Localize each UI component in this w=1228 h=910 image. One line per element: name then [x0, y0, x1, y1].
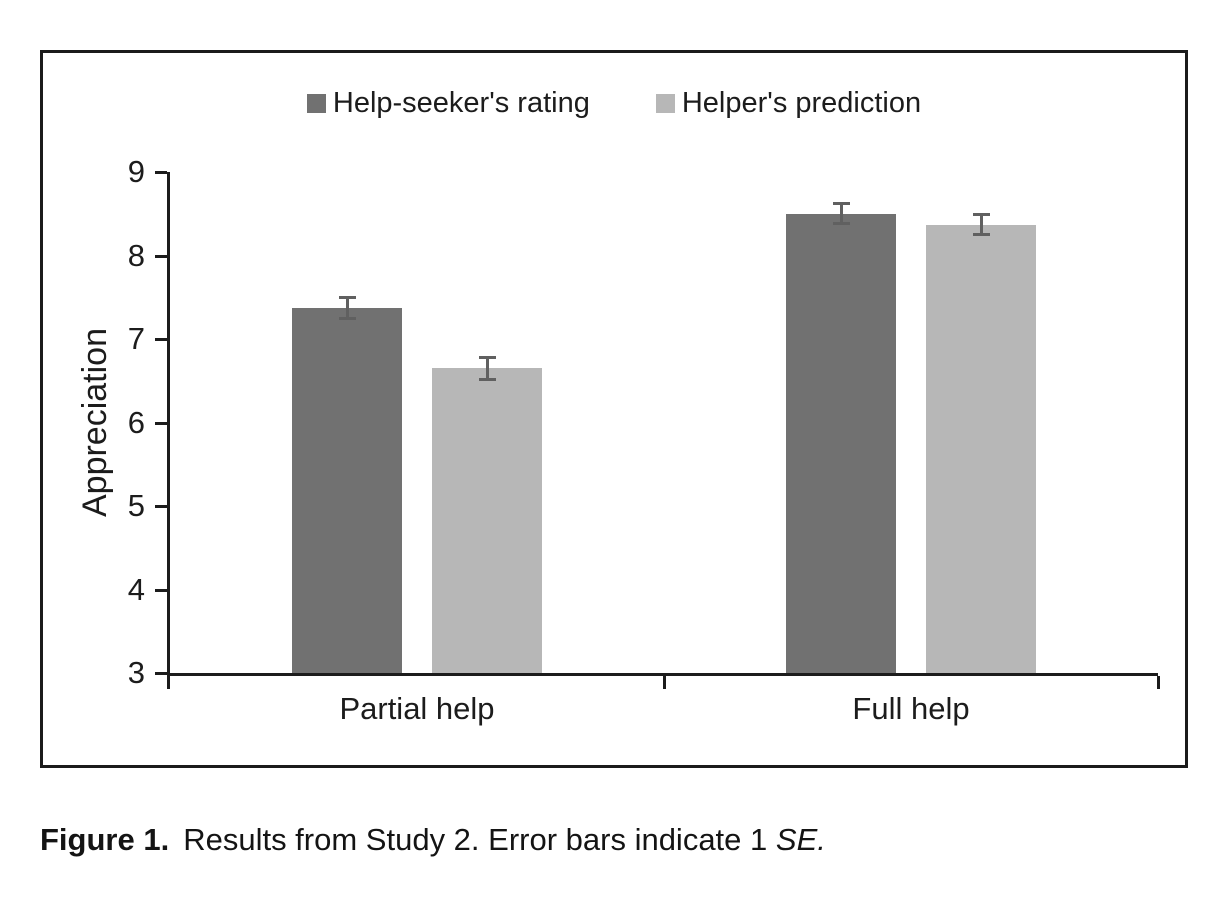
error-bar-line: [839, 203, 843, 224]
legend-swatch-help-seeker: [306, 94, 326, 113]
error-bar-line: [345, 297, 349, 319]
category-label-partial-help: Partial help: [339, 691, 495, 726]
y-tick-7: [155, 338, 167, 341]
legend-label-helper: Helper's prediction: [681, 87, 922, 119]
x-tick-2: [1156, 676, 1160, 689]
legend: Help-seeker's rating Helper's prediction: [43, 89, 1185, 118]
y-axis-line: [167, 172, 170, 686]
error-bar-cap-top: [832, 202, 850, 206]
error-bar-line: [485, 357, 489, 380]
x-axis-line: [167, 673, 1158, 676]
error-bar-cap-top: [478, 355, 496, 359]
error-bar-line: [979, 214, 983, 235]
x-tick-1: [662, 676, 666, 689]
y-tick-label-8: 8: [127, 237, 145, 273]
caption-text: Results from Study 2. Error bars indicat…: [183, 822, 776, 857]
y-tick-label-3: 3: [127, 655, 145, 690]
error-bar-cap-bottom: [972, 233, 990, 237]
y-tick-5: [155, 505, 167, 508]
figure-frame: Help-seeker's rating Helper's prediction…: [40, 50, 1188, 768]
bar-helper-partial: [432, 368, 542, 673]
error-bar-cap-top: [972, 213, 990, 217]
y-tick-label-6: 6: [127, 404, 145, 440]
y-tick-label-7: 7: [127, 321, 145, 356]
y-tick-label-5: 5: [127, 488, 145, 523]
bar-helper-full: [926, 224, 1036, 673]
error-bar-cap-bottom: [338, 317, 356, 321]
error-bar-cap-top: [338, 295, 356, 299]
error-bar-cap-bottom: [832, 222, 850, 226]
error-bar-cap-bottom: [478, 377, 496, 381]
legend-swatch-helper: [655, 94, 675, 113]
y-tick-8: [155, 254, 167, 258]
figure-caption: Figure 1. Results from Study 2. Error bar…: [40, 820, 1200, 860]
plot-area: 3 4 5 6 7 8 9 Partial help Full help: [43, 53, 1185, 765]
y-tick-label-4: 4: [127, 571, 145, 607]
caption-figure-number: Figure 1.: [40, 822, 170, 857]
category-label-full-help: Full help: [852, 691, 970, 726]
legend-item-helper: Helper's prediction: [655, 87, 922, 119]
y-tick-3: [155, 672, 167, 675]
y-tick-9: [155, 171, 167, 174]
legend-label-help-seeker: Help-seeker's rating: [332, 87, 590, 119]
y-tick-4: [155, 588, 167, 592]
bar-help-seeker-partial: [292, 308, 402, 673]
caption-se-italic: SE.: [775, 822, 826, 857]
bar-help-seeker-full: [786, 213, 896, 673]
y-tick-6: [155, 421, 167, 425]
y-tick-label-9: 9: [127, 154, 145, 189]
x-tick-0: [167, 676, 170, 689]
legend-item-help-seeker: Help-seeker's rating: [306, 87, 590, 119]
